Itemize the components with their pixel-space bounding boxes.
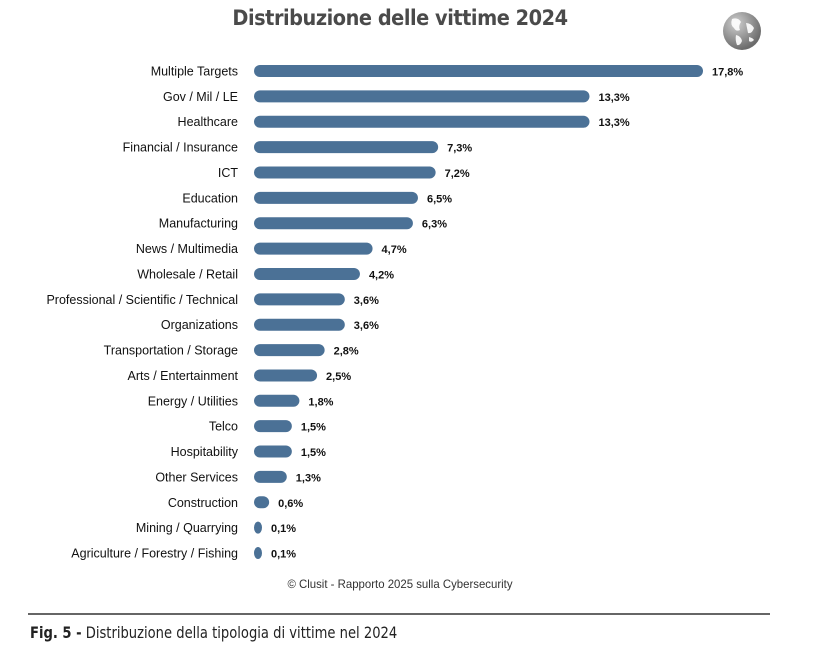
chart-title: Distribuzione delle vittime 2024 xyxy=(232,6,568,30)
bar xyxy=(254,242,373,255)
category-label: Organizations xyxy=(161,318,238,332)
category-label: Gov / Mil / LE xyxy=(163,90,238,104)
data-label: 7,2% xyxy=(445,168,470,180)
bar xyxy=(254,470,287,483)
category-label: Transportation / Storage xyxy=(104,344,238,358)
bar xyxy=(254,217,413,230)
category-label: Other Services xyxy=(155,470,238,484)
bar xyxy=(254,141,439,154)
bar xyxy=(254,547,262,560)
category-label: Manufacturing xyxy=(159,217,238,231)
category-label: Healthcare xyxy=(178,115,238,129)
bar xyxy=(254,318,345,331)
bar xyxy=(254,90,590,103)
data-label: 7,3% xyxy=(447,143,472,155)
data-label: 2,5% xyxy=(326,371,351,383)
data-label: 6,5% xyxy=(427,193,452,205)
bar-chart: Multiple Targets 17,8% Gov / Mil / LE 13,3%… xyxy=(46,65,743,561)
category-label: Financial / Insurance xyxy=(123,141,238,155)
category-label: ICT xyxy=(218,166,239,180)
data-label: 1,8% xyxy=(308,396,333,408)
bar xyxy=(254,191,418,204)
data-label: 2,8% xyxy=(334,346,359,358)
data-label: 4,7% xyxy=(382,244,407,256)
figure-caption-text: Distribuzione della tipologia di vittime… xyxy=(81,623,398,642)
data-label: 1,5% xyxy=(301,422,326,434)
data-label: 4,2% xyxy=(369,269,394,281)
bar xyxy=(254,521,262,534)
category-label: Construction xyxy=(168,496,238,510)
bar xyxy=(254,115,590,128)
data-label: 17,8% xyxy=(712,67,743,79)
bar xyxy=(254,420,292,433)
category-label: Hospitability xyxy=(171,445,239,459)
bar xyxy=(254,369,318,382)
data-label: 3,6% xyxy=(354,295,379,307)
category-label: Agriculture / Forestry / Fishing xyxy=(71,547,238,561)
data-label: 1,3% xyxy=(296,472,321,484)
category-label: News / Multimedia xyxy=(136,242,238,256)
data-label: 0,1% xyxy=(271,523,296,535)
category-label: Arts / Entertainment xyxy=(128,369,239,383)
category-label: Telco xyxy=(209,420,238,434)
data-label: 3,6% xyxy=(354,320,379,332)
figure-label: Fig. 5 - xyxy=(30,623,82,642)
bar xyxy=(254,394,300,407)
bar xyxy=(254,344,325,357)
bar xyxy=(254,293,345,306)
category-label: Wholesale / Retail xyxy=(137,267,238,281)
data-label: 6,3% xyxy=(422,219,447,231)
source-note: © Clusit - Rapporto 2025 sulla Cybersecu… xyxy=(287,577,513,591)
bar xyxy=(254,496,270,509)
data-label: 13,3% xyxy=(598,117,629,129)
bar xyxy=(254,445,292,458)
data-label: 1,5% xyxy=(301,447,326,459)
category-label: Multiple Targets xyxy=(151,65,238,79)
globe-icon xyxy=(723,12,761,50)
bar xyxy=(254,65,703,77)
figure-caption: Fig. 5 - Distribuzione della tipologia d… xyxy=(30,623,397,642)
data-label: 0,1% xyxy=(271,549,296,561)
category-label: Mining / Quarrying xyxy=(136,521,238,535)
category-label: Education xyxy=(182,191,238,205)
bar xyxy=(254,267,360,280)
data-label: 13,3% xyxy=(598,92,629,104)
bar xyxy=(254,166,436,179)
category-label: Professional / Scientific / Technical xyxy=(46,293,238,307)
divider xyxy=(28,613,770,615)
data-label: 0,6% xyxy=(278,498,303,510)
category-label: Energy / Utilities xyxy=(148,394,238,408)
